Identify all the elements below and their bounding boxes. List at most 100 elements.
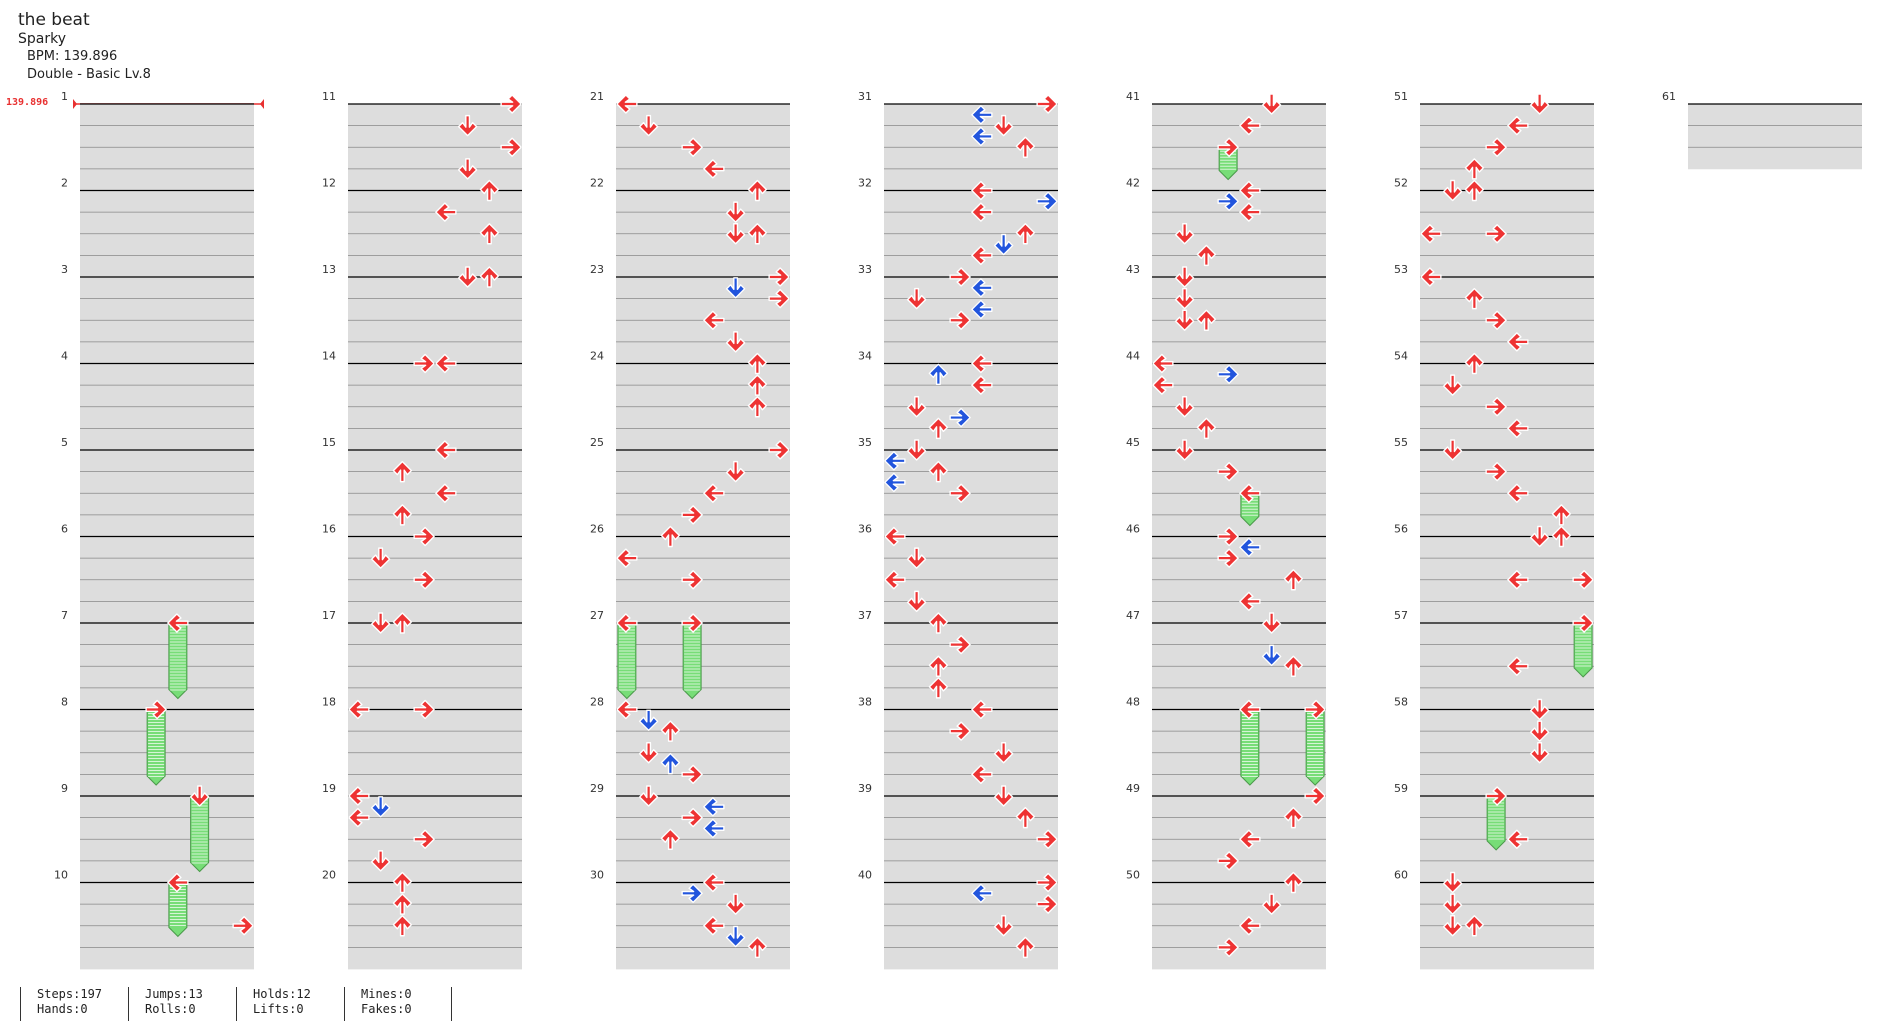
arrow-note <box>747 396 768 418</box>
beat-strip <box>1152 536 1326 559</box>
arrow-shape <box>1152 375 1174 395</box>
arrow-note <box>971 375 993 395</box>
measure-number: 30 <box>590 869 604 882</box>
arrow-shape <box>1015 136 1036 158</box>
beat-strip <box>1152 904 1326 927</box>
beat-strip <box>348 168 522 191</box>
measure: 14 <box>322 350 522 451</box>
measure: 33 <box>858 263 1058 364</box>
arrow-note <box>725 277 746 299</box>
beat-strip <box>80 601 254 624</box>
arrow-shape <box>1485 137 1507 157</box>
arrow-note <box>884 451 906 471</box>
arrow-shape <box>1239 916 1261 936</box>
arrow-note <box>1529 698 1550 721</box>
arrow-note <box>906 439 927 461</box>
stats-group-jumps: Jumps:13 Rolls:0 <box>128 987 235 1021</box>
measure: 8 <box>61 696 254 797</box>
arrow-note <box>906 547 927 569</box>
arrow-shape <box>1239 699 1261 720</box>
beat-strip <box>1420 904 1594 927</box>
arrow-shape <box>971 126 993 147</box>
measure: 2 <box>61 177 254 278</box>
arrow-shape <box>1036 191 1058 212</box>
arrow-shape <box>747 396 768 418</box>
beat-strip <box>884 147 1058 170</box>
stat-hands: Hands:0 <box>37 1002 88 1016</box>
arrow-note <box>167 872 189 893</box>
beat-strip <box>1420 666 1594 689</box>
arrow-shape <box>725 460 746 483</box>
beat-strip <box>348 860 522 883</box>
arrow-note <box>1420 267 1442 287</box>
arrow-shape <box>703 872 725 893</box>
stat-mines: Mines:0 <box>361 987 412 1001</box>
beat-strip <box>1420 212 1594 235</box>
beat-strip <box>80 882 254 905</box>
arrow-shape <box>993 114 1014 137</box>
arrow-shape <box>457 266 478 288</box>
arrow-shape <box>392 871 413 894</box>
beat-strip <box>80 255 254 278</box>
arrow-shape <box>1485 310 1507 330</box>
measure: 38 <box>858 696 1058 797</box>
arrow-shape <box>1015 936 1036 959</box>
arrow-note <box>928 417 949 440</box>
beat-strip <box>80 904 254 927</box>
arrow-shape <box>1551 504 1572 526</box>
beat-strip <box>616 731 790 754</box>
arrow-shape <box>1464 179 1485 202</box>
beat-strip <box>80 363 254 386</box>
measure: 27 <box>590 609 790 710</box>
arrow-note <box>768 440 790 460</box>
arrow-shape <box>681 807 703 828</box>
measure: 52 <box>1394 177 1594 278</box>
beat-strip <box>348 255 522 278</box>
arrow-shape <box>725 925 746 948</box>
arrow-shape <box>189 785 210 807</box>
beat-strip <box>884 536 1058 559</box>
arrow-shape <box>1420 224 1442 244</box>
beat-strip <box>884 233 1058 256</box>
measure-number: 13 <box>322 263 336 276</box>
arrow-shape <box>949 634 971 655</box>
arrow-note <box>1442 893 1463 915</box>
beat-strip <box>616 168 790 191</box>
hold-note <box>1218 146 1238 181</box>
arrow-note <box>949 634 971 655</box>
beat-strip <box>1152 882 1326 905</box>
arrow-note <box>1507 570 1529 590</box>
measure: 3 <box>61 263 254 364</box>
arrow-shape <box>1174 287 1195 310</box>
arrow-shape <box>993 742 1014 764</box>
arrow-note <box>993 785 1014 807</box>
measure: 40 <box>858 869 1058 970</box>
measure: 61 <box>1662 90 1862 170</box>
measure: 11 <box>322 90 522 191</box>
measure-number: 6 <box>61 523 68 536</box>
beat-strip <box>348 320 522 343</box>
arrow-shape <box>1239 202 1261 222</box>
beat-strip <box>348 363 522 386</box>
arrow-note <box>1239 829 1261 849</box>
arrow-shape <box>928 460 949 483</box>
measure: 42 <box>1126 177 1326 278</box>
beat-strip <box>80 320 254 343</box>
measure: 31 <box>858 90 1058 191</box>
arrow-shape <box>768 267 790 287</box>
beat-strip <box>1152 817 1326 840</box>
arrow-shape <box>1507 483 1529 503</box>
beat-strip <box>616 277 790 299</box>
arrow-shape <box>747 374 768 396</box>
arrow-shape <box>435 440 457 460</box>
arrow-shape <box>703 818 725 839</box>
arrow-shape <box>703 310 725 330</box>
measure: 5 <box>61 436 254 537</box>
arrow-shape <box>928 677 949 699</box>
arrow-note <box>725 460 746 483</box>
arrow-shape <box>500 94 522 114</box>
measure: 12 <box>322 177 522 278</box>
arrow-shape <box>928 612 949 634</box>
arrow-note <box>928 460 949 483</box>
beat-strip <box>348 493 522 516</box>
